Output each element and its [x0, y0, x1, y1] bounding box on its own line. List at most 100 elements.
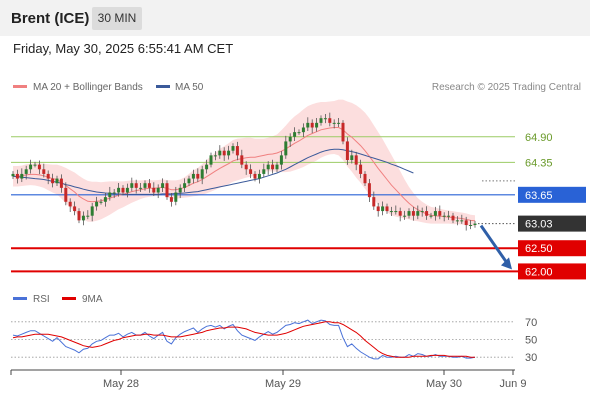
- candle-body: [161, 183, 165, 188]
- candle: [156, 184, 160, 199]
- candle-body: [301, 127, 305, 133]
- candle-body: [134, 183, 138, 188]
- candle: [249, 164, 253, 179]
- candle: [460, 214, 464, 224]
- candle: [103, 192, 107, 207]
- candle: [433, 206, 437, 221]
- candle-body: [29, 164, 33, 170]
- candle: [473, 220, 477, 228]
- ma50-legend-label: MA 50: [175, 82, 204, 93]
- candle-body: [108, 192, 112, 198]
- candle-body: [411, 211, 415, 216]
- candle: [385, 203, 389, 214]
- candle-body: [200, 169, 204, 179]
- candle-body: [187, 178, 191, 184]
- bollinger-band-area: [13, 99, 475, 227]
- candle-body: [271, 164, 275, 170]
- candle: [363, 171, 367, 186]
- candle-body: [288, 136, 292, 142]
- resistance-label-64-35: 64.35: [525, 157, 553, 169]
- candle: [95, 196, 99, 211]
- candle-body: [319, 118, 323, 123]
- candle-body: [253, 173, 257, 179]
- level-labels: 64.90 64.35 63.65 63.03 62.50 62.00: [518, 132, 586, 280]
- candle-body: [328, 118, 332, 123]
- candle: [64, 182, 68, 206]
- rsi-tick-30: 30: [525, 352, 537, 364]
- candle: [275, 161, 279, 173]
- candle-body: [169, 197, 173, 202]
- last-price-label: 63.03: [525, 219, 553, 231]
- candle: [266, 161, 270, 175]
- candle: [130, 177, 134, 192]
- support-label-62-00: 62.00: [525, 266, 553, 278]
- candle: [332, 119, 336, 129]
- candle-body: [81, 215, 85, 221]
- candle: [262, 163, 266, 178]
- projection-arrow-shaft: [479, 224, 510, 266]
- candle: [227, 145, 231, 160]
- candle: [337, 117, 341, 128]
- candle-body: [117, 187, 121, 193]
- candle: [244, 161, 248, 175]
- candle-body: [323, 118, 327, 120]
- resistance-label-64-90: 64.90: [525, 132, 553, 144]
- candle: [451, 212, 455, 224]
- candle-body: [275, 164, 279, 170]
- timeframe-button[interactable]: 30 MIN: [92, 7, 142, 30]
- candle: [191, 169, 195, 184]
- candle-body: [68, 201, 72, 207]
- candle: [29, 159, 33, 174]
- candle-body: [156, 187, 160, 193]
- candle-body: [385, 206, 389, 212]
- candle: [15, 169, 19, 184]
- candle-body: [354, 155, 358, 165]
- candle-body: [33, 164, 37, 166]
- candle: [293, 127, 297, 141]
- ma9-legend-swatch: [62, 297, 76, 300]
- candle: [240, 149, 244, 169]
- candle: [55, 175, 59, 186]
- candle-body: [266, 164, 270, 170]
- candle: [271, 159, 275, 174]
- candle-body: [447, 215, 451, 217]
- candle: [257, 169, 261, 184]
- candle: [68, 198, 72, 212]
- candle-body: [174, 192, 178, 202]
- candle-body: [293, 132, 297, 137]
- candle: [310, 119, 314, 134]
- candle: [323, 114, 327, 124]
- candle-body: [464, 220, 468, 225]
- candle: [187, 175, 191, 186]
- ma20-line: [13, 127, 476, 222]
- candle: [376, 202, 380, 217]
- candle-body: [95, 201, 99, 207]
- candle-body: [420, 211, 424, 213]
- candle: [315, 117, 319, 132]
- candle: [425, 206, 429, 220]
- pivot-label-63-65: 63.65: [525, 190, 553, 202]
- candle: [288, 133, 292, 147]
- candle-body: [196, 173, 200, 179]
- candle-body: [42, 169, 46, 174]
- candle-body: [438, 211, 442, 216]
- candle-body: [394, 211, 398, 213]
- pivot-label-box-63-65: [518, 186, 586, 203]
- candle-body: [425, 211, 429, 216]
- candle-body: [20, 173, 24, 179]
- candle-body: [451, 215, 455, 221]
- candle: [174, 186, 178, 206]
- candle-body: [433, 211, 437, 216]
- candle-body: [51, 178, 55, 184]
- candle-body: [37, 164, 41, 170]
- candle-body: [235, 146, 239, 156]
- candle-body: [262, 169, 266, 174]
- rsi-legend: RSI 9MA: [13, 294, 103, 305]
- candle-body: [11, 173, 15, 177]
- candle-body: [389, 211, 393, 213]
- candle: [121, 185, 125, 196]
- candle: [350, 149, 354, 164]
- x-axis: May 28 May 29 May 30 Jun 9: [10, 369, 526, 390]
- candle: [77, 208, 81, 224]
- candle-body: [86, 215, 90, 217]
